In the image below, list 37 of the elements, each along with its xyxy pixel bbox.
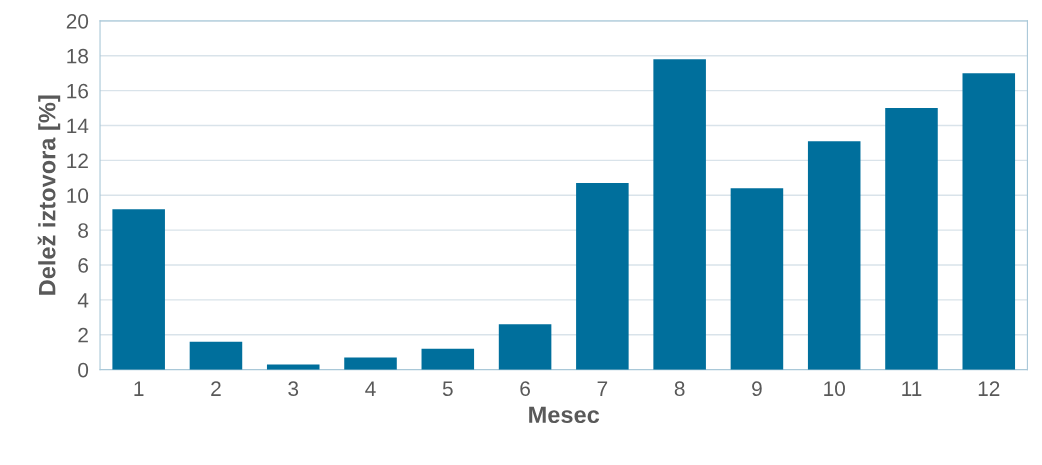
bar <box>421 348 475 370</box>
x-tick-label: 9 <box>752 381 762 397</box>
y-axis-title: Delež iztovora [%] <box>37 95 61 295</box>
bar <box>962 73 1016 370</box>
bar <box>885 108 938 370</box>
y-tick-label: 18 <box>67 48 89 64</box>
x-tick-label: 11 <box>902 381 922 396</box>
bar <box>344 357 397 370</box>
bar <box>189 341 243 370</box>
x-tick-label: 10 <box>824 381 845 397</box>
bar <box>498 324 552 370</box>
y-tick-label: 16 <box>67 83 89 99</box>
y-tick-label: 8 <box>78 223 89 238</box>
x-tick-label: 5 <box>442 381 453 397</box>
x-tick-label: 4 <box>365 381 376 396</box>
y-tick-label: 2 <box>78 327 88 343</box>
y-tick-label: 6 <box>78 258 89 273</box>
x-tick-label: 1 <box>134 381 144 396</box>
x-axis-title: Mesec <box>529 406 600 424</box>
y-tick-label: 10 <box>67 188 89 204</box>
x-tick-label: 3 <box>288 381 299 397</box>
x-tick-label: 6 <box>520 381 530 397</box>
y-tick-label: 12 <box>67 153 88 168</box>
y-tick-label: 4 <box>77 293 89 308</box>
bar <box>653 59 706 370</box>
y-tick-label: 0 <box>78 362 89 378</box>
bar <box>807 141 861 370</box>
y-tick-label: 20 <box>66 13 89 29</box>
bar <box>576 183 629 370</box>
x-tick-label: 7 <box>597 381 608 396</box>
bar <box>730 188 784 370</box>
x-tick-label: 12 <box>978 381 1000 396</box>
x-tick-label: 2 <box>211 381 221 396</box>
x-tick-label: 8 <box>674 381 685 397</box>
y-tick-label: 14 <box>67 118 89 134</box>
bar <box>112 209 165 370</box>
bar <box>266 364 320 370</box>
